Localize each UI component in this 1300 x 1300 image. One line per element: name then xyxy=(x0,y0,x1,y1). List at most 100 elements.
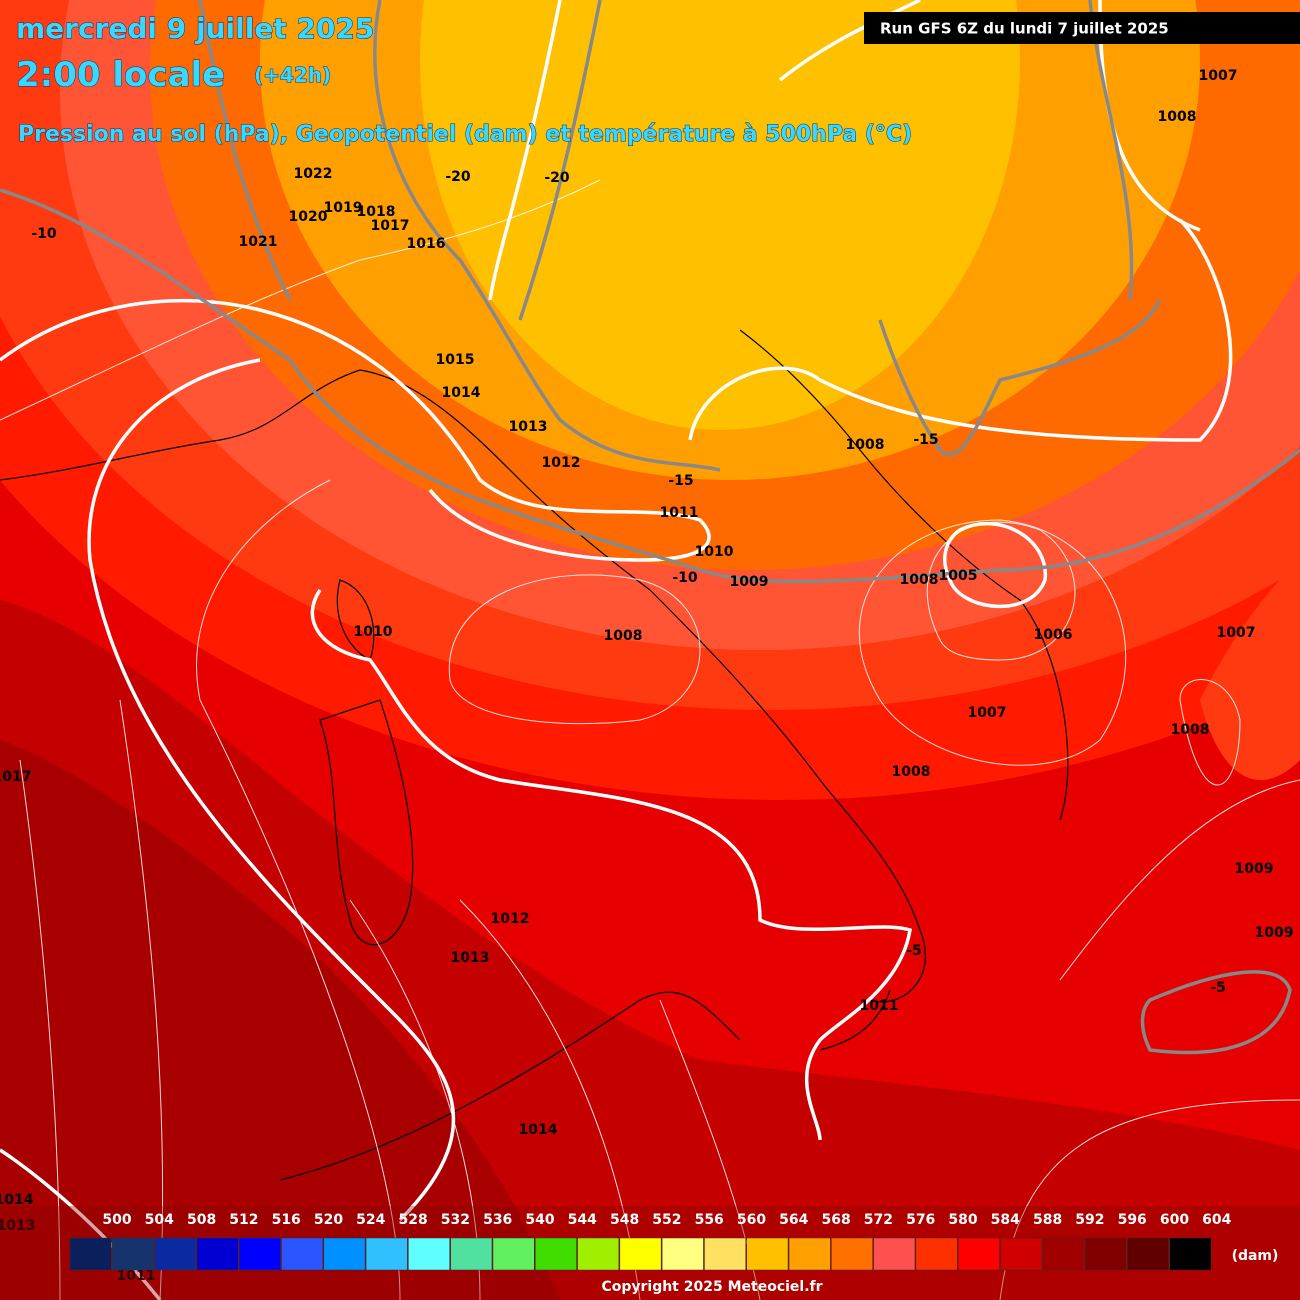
legend-value: 564 xyxy=(779,1212,808,1228)
pressure-label: 1014 xyxy=(442,385,481,401)
legend-swatch xyxy=(957,1237,1000,1271)
legend-swatch xyxy=(1042,1237,1085,1271)
legend-value: 512 xyxy=(229,1212,258,1228)
legend-swatch xyxy=(154,1237,197,1271)
legend-value: 588 xyxy=(1033,1212,1062,1228)
legend-swatch xyxy=(69,1237,112,1271)
pressure-label: 1012 xyxy=(491,911,530,927)
thickness-lines xyxy=(0,0,1233,1300)
pressure-label: 1009 xyxy=(730,574,769,590)
legend-value: 592 xyxy=(1075,1212,1104,1228)
geopotential-lines xyxy=(0,0,1300,1055)
legend-unit: (dam) xyxy=(1232,1248,1279,1264)
legend-swatch xyxy=(365,1237,408,1271)
temperature-label: -20 xyxy=(544,170,570,186)
legend-swatch xyxy=(661,1237,704,1271)
pressure-label: 1012 xyxy=(542,455,581,471)
pressure-label: 1014 xyxy=(0,1192,34,1208)
pressure-label: 1017 xyxy=(0,769,31,785)
pressure-label: 1022 xyxy=(294,166,333,182)
temperature-label: -15 xyxy=(668,473,693,489)
legend-swatch xyxy=(112,1237,154,1271)
pressure-label: 1017 xyxy=(371,218,410,234)
legend-value: 556 xyxy=(695,1212,724,1228)
legend-value: 536 xyxy=(483,1212,512,1228)
pressure-label: 1005 xyxy=(939,568,978,584)
temperature-label: -5 xyxy=(906,943,922,959)
legend-value: 568 xyxy=(821,1212,850,1228)
temperature-label: -5 xyxy=(1210,980,1226,996)
pressure-label: 1008 xyxy=(1171,722,1210,738)
legend-swatch xyxy=(323,1237,366,1271)
legend-swatch xyxy=(492,1237,535,1271)
pressure-label: 1011 xyxy=(660,505,699,521)
pressure-label: 1009 xyxy=(1255,925,1294,941)
legend-value: 604 xyxy=(1202,1212,1231,1228)
legend-value: 504 xyxy=(145,1212,174,1228)
pressure-label: 1010 xyxy=(695,544,734,560)
legend-value: 508 xyxy=(187,1212,216,1228)
pressure-label: 1016 xyxy=(407,236,446,252)
legend-swatch xyxy=(1169,1237,1212,1271)
pressure-label: 1021 xyxy=(239,234,278,250)
map-labels: 1007100810221020101910181017101610211015… xyxy=(0,68,1293,1284)
pressure-label: 1008 xyxy=(892,764,931,780)
legend-value: 520 xyxy=(314,1212,343,1228)
legend-value: 596 xyxy=(1118,1212,1147,1228)
legend-value: 600 xyxy=(1160,1212,1189,1228)
legend-value: 560 xyxy=(737,1212,766,1228)
pressure-label: 1011 xyxy=(117,1268,156,1284)
legend-swatch xyxy=(577,1237,620,1271)
pressure-label: 1014 xyxy=(519,1122,558,1138)
pressure-label: 1020 xyxy=(289,209,328,225)
legend-swatch xyxy=(915,1237,958,1271)
pressure-label: 1008 xyxy=(1158,109,1197,125)
pressure-label: 1008 xyxy=(900,572,939,588)
legend-swatch xyxy=(196,1237,239,1271)
run-banner xyxy=(864,12,1300,44)
pressure-label: 1018 xyxy=(357,204,396,220)
legend-swatch xyxy=(1127,1237,1169,1271)
temperature-label: -10 xyxy=(31,226,57,242)
legend-swatch xyxy=(619,1237,662,1271)
pressure-label: 1007 xyxy=(1199,68,1238,84)
legend-value: 540 xyxy=(525,1212,554,1228)
pressure-label: 1007 xyxy=(968,705,1007,721)
run-label: Run GFS 6Z du lundi 7 juillet 2025 xyxy=(880,20,1169,38)
legend-swatch xyxy=(1084,1237,1127,1271)
legend-value: 584 xyxy=(991,1212,1020,1228)
legend-swatch xyxy=(788,1237,831,1271)
legend-swatch xyxy=(1000,1237,1043,1271)
subtitle: Pression au sol (hPa), Geopotentiel (dam… xyxy=(18,122,912,147)
pressure-label: 1013 xyxy=(509,419,548,435)
pressure-label: 1015 xyxy=(436,352,475,368)
pressure-label: 1010 xyxy=(354,624,393,640)
pressure-label: 1009 xyxy=(1235,861,1274,877)
date-title: mercredi 9 juillet 2025 xyxy=(16,12,374,45)
legend-value: 580 xyxy=(948,1212,977,1228)
temperature-label: -15 xyxy=(913,432,938,448)
legend-value: 576 xyxy=(906,1212,935,1228)
legend-value: 528 xyxy=(398,1212,427,1228)
time-title: 2:00 locale xyxy=(16,55,225,95)
pressure-label: 1011 xyxy=(860,998,899,1014)
legend-swatch xyxy=(450,1237,493,1271)
isobars xyxy=(0,179,1300,1300)
legend-value: 500 xyxy=(102,1212,131,1228)
temperature-label: -20 xyxy=(445,169,471,185)
legend-value: 552 xyxy=(652,1212,681,1228)
pressure-label: 1008 xyxy=(846,437,885,453)
pressure-label: 1013 xyxy=(451,950,490,966)
legend-swatch xyxy=(873,1237,916,1271)
pressure-label: 1008 xyxy=(604,628,643,644)
legend-swatch xyxy=(281,1237,324,1271)
pressure-label: 1019 xyxy=(324,200,363,216)
legend-value: 524 xyxy=(356,1212,385,1228)
legend-swatch xyxy=(408,1237,450,1271)
legend-value: 516 xyxy=(272,1212,301,1228)
legend-swatch xyxy=(535,1237,577,1271)
legend-swatch xyxy=(746,1237,789,1271)
